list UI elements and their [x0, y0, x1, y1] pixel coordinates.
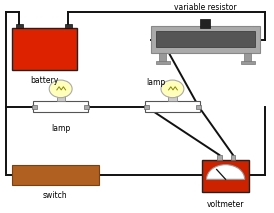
Text: variable resistor: variable resistor: [174, 3, 236, 12]
Text: lamp: lamp: [51, 124, 70, 134]
Bar: [159, 53, 166, 62]
Bar: [56, 96, 65, 101]
Bar: [65, 24, 72, 28]
Bar: [12, 28, 77, 70]
Text: voltmeter: voltmeter: [207, 200, 244, 209]
Bar: [200, 19, 210, 28]
Bar: [156, 31, 255, 47]
Bar: [144, 105, 149, 109]
Bar: [16, 24, 22, 28]
Bar: [33, 101, 88, 112]
Bar: [230, 155, 235, 160]
Circle shape: [161, 80, 184, 98]
Bar: [84, 105, 89, 109]
Circle shape: [49, 80, 72, 98]
Text: switch: switch: [43, 191, 67, 200]
Bar: [12, 165, 99, 185]
Text: lamp: lamp: [147, 78, 166, 87]
Text: battery: battery: [30, 76, 58, 85]
Bar: [151, 26, 260, 53]
Bar: [156, 61, 170, 64]
Wedge shape: [207, 165, 245, 179]
Bar: [244, 53, 252, 62]
Bar: [241, 61, 255, 64]
Bar: [196, 105, 201, 109]
Bar: [145, 101, 200, 112]
Bar: [168, 96, 176, 101]
Bar: [202, 160, 249, 192]
Bar: [217, 155, 222, 160]
Bar: [32, 105, 37, 109]
